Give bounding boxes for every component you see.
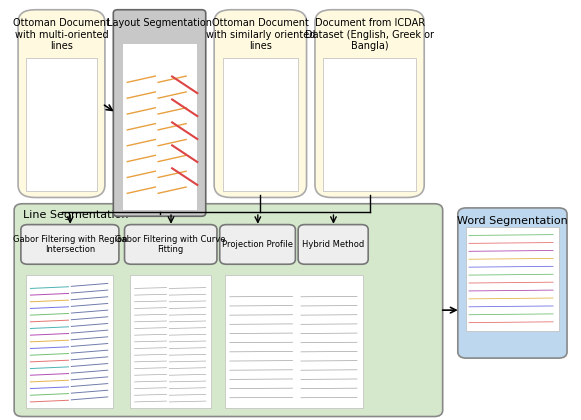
- Text: Hybrid Method: Hybrid Method: [302, 240, 364, 249]
- Text: Layout Segmentation: Layout Segmentation: [107, 18, 212, 28]
- FancyBboxPatch shape: [113, 10, 206, 216]
- FancyBboxPatch shape: [214, 10, 307, 197]
- Bar: [121, 43, 198, 210]
- Bar: [466, 227, 559, 331]
- FancyBboxPatch shape: [220, 225, 295, 264]
- Text: Document from ICDAR
Dataset (English, Greek or
Bangla): Document from ICDAR Dataset (English, Gr…: [305, 18, 434, 51]
- FancyBboxPatch shape: [298, 225, 368, 264]
- Text: Gabor Filtering with Region
Intersection: Gabor Filtering with Region Intersection: [13, 235, 127, 254]
- Bar: [324, 58, 416, 191]
- Bar: [27, 58, 96, 191]
- Bar: [130, 275, 211, 408]
- FancyBboxPatch shape: [14, 204, 443, 417]
- FancyBboxPatch shape: [18, 10, 105, 197]
- Text: Gabor Filtering with Curve
Fitting: Gabor Filtering with Curve Fitting: [116, 235, 226, 254]
- FancyBboxPatch shape: [21, 225, 119, 264]
- Text: Word Segmentation: Word Segmentation: [457, 216, 568, 226]
- Text: Ottoman Document
with similarly oriented
lines: Ottoman Document with similarly oriented…: [206, 18, 315, 51]
- Bar: [225, 275, 363, 408]
- Text: Projection Profile: Projection Profile: [222, 240, 293, 249]
- FancyBboxPatch shape: [458, 208, 567, 358]
- FancyBboxPatch shape: [124, 225, 217, 264]
- Bar: [223, 58, 298, 191]
- Text: Line Segmentation: Line Segmentation: [23, 210, 128, 220]
- Bar: [27, 275, 113, 408]
- FancyBboxPatch shape: [315, 10, 424, 197]
- Text: Ottoman Document
with multi-oriented
lines: Ottoman Document with multi-oriented lin…: [13, 18, 110, 51]
